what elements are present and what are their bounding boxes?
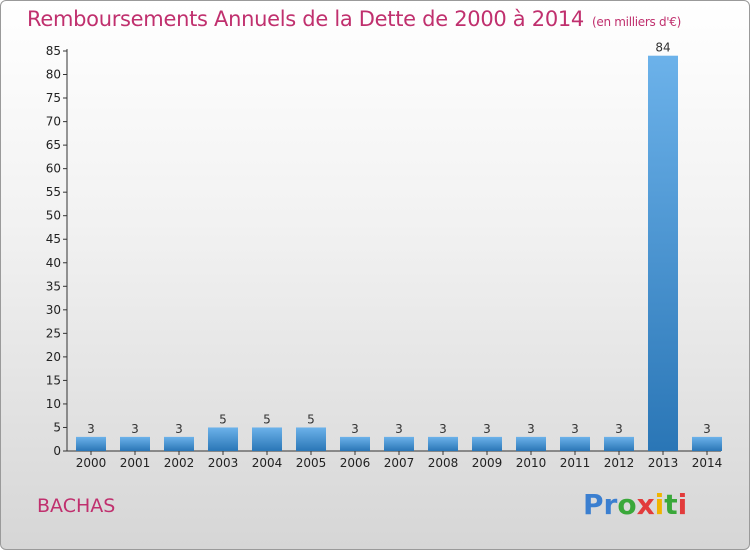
y-tick-label: 15 <box>46 373 61 387</box>
y-tick-label: 80 <box>46 68 61 82</box>
x-tick-label: 2006 <box>340 456 371 470</box>
commune-name: BACHAS <box>37 495 116 517</box>
bar-value-label: 5 <box>307 412 315 426</box>
bar-value-label: 3 <box>527 422 535 436</box>
y-tick-label: 85 <box>46 44 61 58</box>
bar-2008 <box>428 436 458 451</box>
logo-letter: P <box>583 488 604 521</box>
bar-2001 <box>120 436 150 451</box>
y-tick-label: 55 <box>46 185 61 199</box>
bar-2010 <box>516 436 546 451</box>
bar-2000 <box>76 436 106 451</box>
x-tick-label: 2007 <box>384 456 415 470</box>
bar-value-label: 3 <box>703 422 711 436</box>
bar-2004 <box>252 427 282 451</box>
bar-value-label: 3 <box>395 422 403 436</box>
x-tick-label: 2014 <box>692 456 723 470</box>
bar-2003 <box>208 427 238 451</box>
logo-letter: o <box>617 488 637 521</box>
y-tick-label: 25 <box>46 326 61 340</box>
y-tick-label: 20 <box>46 350 61 364</box>
y-tick-label: 30 <box>46 303 61 317</box>
logo-letter: i <box>677 488 688 521</box>
bar-2002 <box>164 436 194 451</box>
bar-value-label: 3 <box>351 422 359 436</box>
bar-value-label: 3 <box>483 422 491 436</box>
y-tick-label: 5 <box>53 420 61 434</box>
bar-2009 <box>472 436 502 451</box>
y-tick-label: 75 <box>46 91 61 105</box>
y-tick-label: 35 <box>46 279 61 293</box>
bar-2005 <box>296 427 326 451</box>
bar-2011 <box>560 436 590 451</box>
x-tick-label: 2002 <box>164 456 195 470</box>
logo-letter: t <box>664 488 678 521</box>
y-tick-label: 50 <box>46 209 61 223</box>
y-tick-label: 65 <box>46 138 61 152</box>
bar-value-label: 3 <box>131 422 139 436</box>
bar-value-label: 3 <box>439 422 447 436</box>
y-tick-label: 60 <box>46 162 61 176</box>
y-tick-label: 40 <box>46 256 61 270</box>
x-tick-label: 2011 <box>560 456 591 470</box>
bar-2013 <box>648 55 678 452</box>
bar-2012 <box>604 436 634 451</box>
bar-value-label: 3 <box>175 422 183 436</box>
proxiti-logo: Proxiti <box>583 488 687 521</box>
logo-letter: x <box>636 488 655 521</box>
x-tick-label: 2000 <box>76 456 107 470</box>
bar-value-label: 3 <box>87 422 95 436</box>
bar-2006 <box>340 436 370 451</box>
y-tick-label: 45 <box>46 232 61 246</box>
y-tick-label: 0 <box>53 444 61 458</box>
logo-letter: i <box>654 488 665 521</box>
chart-unit: (en milliers d'€) <box>592 15 682 29</box>
x-tick-label: 2005 <box>296 456 327 470</box>
x-tick-label: 2003 <box>208 456 239 470</box>
x-tick-label: 2009 <box>472 456 503 470</box>
bar-value-label: 3 <box>615 422 623 436</box>
y-tick-label: 10 <box>46 397 61 411</box>
chart-title: Remboursements Annuels de la Dette de 20… <box>27 7 681 31</box>
bar-value-label: 84 <box>655 41 670 55</box>
x-tick-label: 2001 <box>120 456 151 470</box>
y-tick-label: 70 <box>46 115 61 129</box>
x-tick-label: 2004 <box>252 456 283 470</box>
bar-2014 <box>692 436 722 451</box>
bar-value-label: 5 <box>263 412 271 426</box>
bar-value-label: 5 <box>219 412 227 426</box>
chart-title-text: Remboursements Annuels de la Dette de 20… <box>27 7 584 31</box>
x-tick-label: 2008 <box>428 456 459 470</box>
x-tick-label: 2013 <box>648 456 679 470</box>
bar-2007 <box>384 436 414 451</box>
logo-letter: r <box>603 488 618 521</box>
x-tick-label: 2012 <box>604 456 635 470</box>
bar-value-label: 3 <box>571 422 579 436</box>
x-tick-label: 2010 <box>516 456 547 470</box>
